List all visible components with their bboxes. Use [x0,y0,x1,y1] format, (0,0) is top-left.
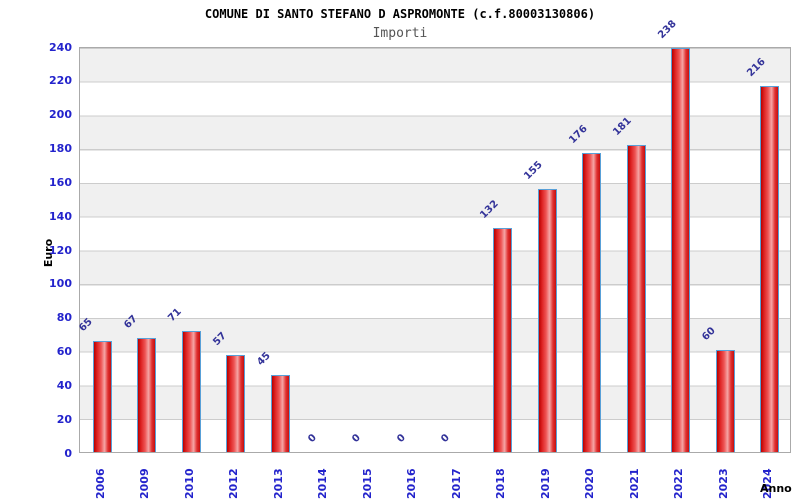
y-tick-label-120: 120 [49,243,72,257]
bar-value-label-2019: 155 [522,159,546,182]
bar-value-label-2018: 132 [477,198,501,221]
y-tick-label-100: 100 [49,277,72,291]
bar-value-label-2023: 60 [700,324,719,343]
x-tick-label-2020: 2020 [583,468,597,499]
bar-2023 [715,349,735,452]
y-tick-label-220: 220 [49,74,72,88]
bar-value-label-2006: 65 [77,316,96,335]
bar-2022 [671,48,691,452]
y-tick-label-20: 20 [56,412,72,426]
bar-value-label-2024: 216 [744,56,768,79]
chart-title: COMUNE DI SANTO STEFANO D ASPROMONTE (c.… [204,7,596,21]
x-tick-label-2022: 2022 [672,468,686,499]
y-tick-label-180: 180 [49,142,72,155]
x-axis-title: Anno [760,482,792,495]
x-tick-label-2023: 2023 [716,468,730,499]
bar-value-label-2013: 45 [255,350,274,368]
x-tick-label-2015: 2015 [360,468,374,499]
bar-2009 [137,337,157,452]
bar-value-label-2012: 57 [210,329,229,348]
y-tick-label-200: 200 [49,108,72,122]
x-tick-label-2018: 2018 [494,468,508,499]
x-tick-label-2010: 2010 [182,468,196,499]
bar-2006 [92,341,112,452]
y-tick-label-140: 140 [49,209,72,223]
bar-2021 [626,144,646,452]
bar-2024 [760,85,780,452]
y-tick-label-60: 60 [56,345,72,358]
bar-value-label-2020: 176 [566,123,590,147]
bar-2019 [537,188,557,452]
chart-subtitle: Importi [372,26,428,41]
bar-2010 [181,330,201,452]
bar-value-label-2014: 0 [305,432,319,445]
x-tick-label-2014: 2014 [316,468,330,499]
bar-2013 [270,374,290,452]
bar-2018 [493,227,513,452]
y-tick-label-0: 0 [64,446,72,460]
y-tick-label-40: 40 [56,378,72,392]
bar-value-label-2009: 67 [121,313,140,331]
bar-value-label-2017: 0 [439,432,453,445]
x-tick-label-2017: 2017 [449,468,463,499]
bar-value-label-2015: 0 [350,432,364,445]
x-tick-label-2012: 2012 [227,468,241,499]
x-tick-label-2006: 2006 [93,468,107,499]
bar-2020 [582,153,602,452]
y-tick-label-240: 240 [49,40,72,54]
bar-value-label-2010: 71 [166,306,185,324]
y-tick-label-80: 80 [56,311,72,325]
x-tick-label-2009: 2009 [138,468,152,499]
y-tick-label-160: 160 [49,175,72,189]
bar-value-label-2016: 0 [394,432,408,445]
plot-area: 65 67 71 57 45 0 0 0 0 132 155 176 181 238 60 216 [77,19,791,453]
bar-2012 [226,354,246,452]
x-tick-label-2021: 2021 [627,468,641,499]
bar-value-label-2021: 181 [611,115,635,138]
x-tick-label-2019: 2019 [538,468,552,499]
x-tick-label-2016: 2016 [405,468,419,499]
x-tick-label-2013: 2013 [271,468,285,499]
